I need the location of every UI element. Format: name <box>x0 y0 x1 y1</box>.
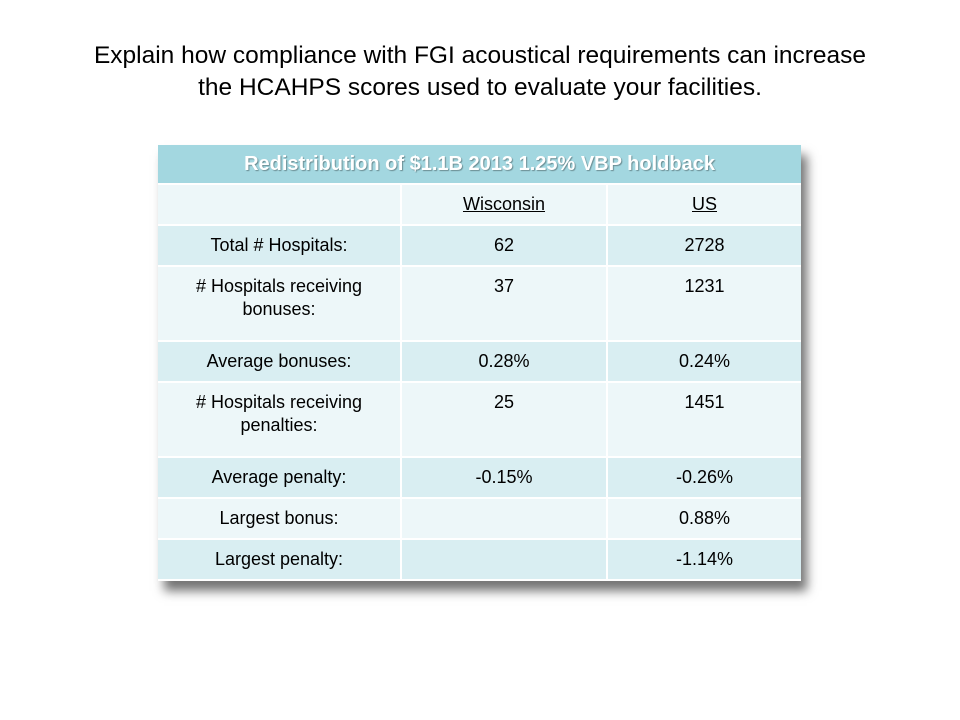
wisconsin-value <box>401 539 608 581</box>
wisconsin-value <box>401 498 608 540</box>
table-row: Total # Hospitals: 62 2728 <box>158 225 802 267</box>
wisconsin-value: 37 <box>401 266 608 342</box>
row-label: # Hospitals receiving bonuses: <box>158 266 402 342</box>
row-label: Total # Hospitals: <box>158 225 402 267</box>
vbp-table-container: Redistribution of $1.1B 2013 1.25% VBP h… <box>158 145 802 581</box>
wisconsin-value: 25 <box>401 382 608 458</box>
table-row: # Hospitals receiving penalties: 25 1451 <box>158 382 802 458</box>
row-label: Average penalty: <box>158 457 402 499</box>
wisconsin-value: 62 <box>401 225 608 267</box>
wisconsin-value: -0.15% <box>401 457 608 499</box>
us-value: -0.26% <box>607 457 802 499</box>
row-label: Largest penalty: <box>158 539 402 581</box>
header-cell-blank <box>158 184 402 226</box>
us-value: 1451 <box>607 382 802 458</box>
slide-title-line-1: Explain how compliance with FGI acoustic… <box>93 42 867 69</box>
table-row: Average penalty: -0.15% -0.26% <box>158 457 802 499</box>
slide-title-line-2: the HCAHPS scores used to evaluate your … <box>198 74 762 101</box>
table-header-row: Wisconsin US <box>158 184 802 226</box>
header-cell-us: US <box>607 184 802 226</box>
header-cell-wisconsin: Wisconsin <box>401 184 608 226</box>
us-value: 0.24% <box>607 341 802 383</box>
table-caption: Redistribution of $1.1B 2013 1.25% VBP h… <box>158 145 802 185</box>
us-value: -1.14% <box>607 539 802 581</box>
row-label: Largest bonus: <box>158 498 402 540</box>
row-label: Average bonuses: <box>158 341 402 383</box>
row-label: # Hospitals receiving penalties: <box>158 382 402 458</box>
us-value: 0.88% <box>607 498 802 540</box>
table-row: Average bonuses: 0.28% 0.24% <box>158 341 802 383</box>
table-row: Largest penalty: -1.14% <box>158 539 802 581</box>
slide-title: Explain how compliance with FGI acoustic… <box>30 40 930 104</box>
table-row: Largest bonus: 0.88% <box>158 498 802 540</box>
table-row: # Hospitals receiving bonuses: 37 1231 <box>158 266 802 342</box>
wisconsin-value: 0.28% <box>401 341 608 383</box>
us-value: 1231 <box>607 266 802 342</box>
us-value: 2728 <box>607 225 802 267</box>
vbp-holdback-table: Redistribution of $1.1B 2013 1.25% VBP h… <box>158 145 802 581</box>
